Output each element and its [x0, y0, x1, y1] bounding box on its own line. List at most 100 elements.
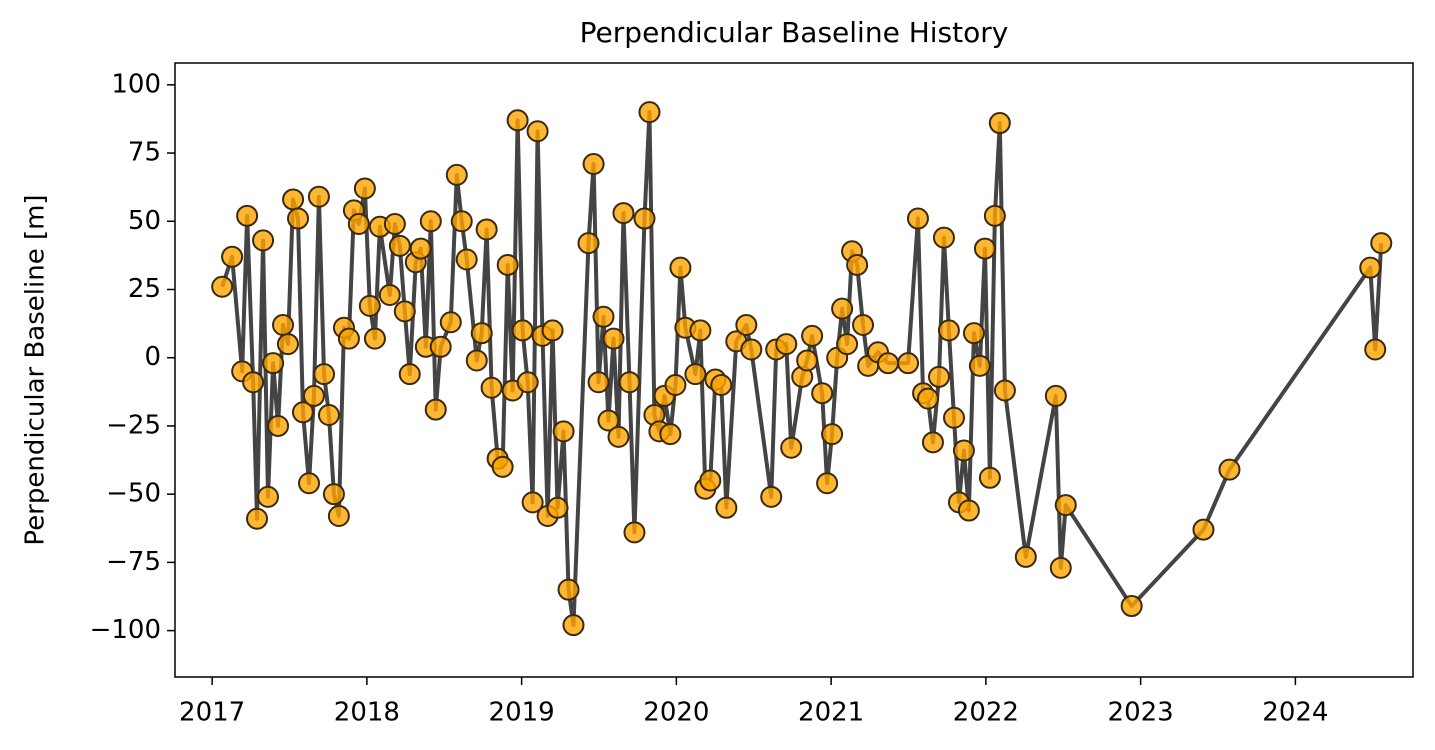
point: [932, 226, 955, 249]
point: [322, 483, 345, 506]
y-tick-label: 0: [144, 342, 161, 372]
point: [1120, 595, 1143, 618]
point: [968, 354, 991, 377]
point: [298, 472, 321, 495]
x-tick-label: 2023: [1108, 698, 1174, 728]
point: [821, 423, 844, 446]
y-tick-label: −25: [106, 410, 161, 440]
point: [317, 404, 340, 427]
y-tick-label: −100: [90, 615, 161, 645]
point: [852, 313, 875, 336]
point: [983, 204, 1006, 227]
point: [577, 232, 600, 255]
y-tick-label: 75: [128, 138, 161, 168]
point: [353, 177, 376, 200]
point: [1192, 518, 1215, 541]
point: [557, 578, 580, 601]
point: [877, 352, 900, 375]
point: [445, 163, 468, 186]
point: [993, 379, 1016, 402]
point: [287, 207, 310, 230]
line: [220, 110, 1384, 628]
point: [937, 319, 960, 342]
point: [1054, 494, 1077, 517]
point: [780, 436, 803, 459]
point: [475, 218, 498, 241]
point: [623, 521, 646, 544]
point: [836, 333, 859, 356]
chart-title: Perpendicular Baseline History: [580, 16, 1009, 49]
point: [978, 466, 1001, 489]
point: [267, 414, 290, 437]
point: [546, 496, 569, 519]
point: [1044, 384, 1067, 407]
point: [1370, 232, 1393, 255]
point: [526, 120, 549, 143]
point: [552, 420, 575, 443]
y-tick-label: −75: [106, 547, 161, 577]
x-tick-label: 2018: [334, 698, 400, 728]
point: [760, 485, 783, 508]
point: [740, 338, 763, 361]
point: [419, 210, 442, 233]
point: [928, 365, 951, 388]
point: [429, 335, 452, 358]
point: [831, 297, 854, 320]
point: [618, 371, 641, 394]
point: [592, 305, 615, 328]
point: [358, 294, 381, 317]
point: [801, 324, 824, 347]
x-tick-label: 2020: [643, 698, 709, 728]
point: [897, 352, 920, 375]
y-tick-label: 50: [128, 206, 161, 236]
point: [597, 409, 620, 432]
point: [388, 234, 411, 257]
point: [612, 202, 635, 225]
point: [276, 333, 299, 356]
point: [659, 423, 682, 446]
point: [491, 455, 514, 478]
point: [282, 188, 305, 211]
point: [957, 499, 980, 522]
x-tick-label: 2021: [798, 698, 864, 728]
point: [952, 439, 975, 462]
point: [689, 319, 712, 342]
point: [455, 248, 478, 271]
point: [1014, 545, 1037, 568]
point: [988, 112, 1011, 135]
point: [973, 237, 996, 260]
point: [587, 371, 610, 394]
point: [398, 363, 421, 386]
point: [516, 371, 539, 394]
point: [846, 253, 869, 276]
x-tick-label: 2019: [489, 698, 555, 728]
point: [378, 283, 401, 306]
point: [684, 363, 707, 386]
point: [917, 387, 940, 410]
point: [699, 469, 722, 492]
point: [1218, 458, 1241, 481]
point: [221, 245, 244, 268]
point: [327, 504, 350, 527]
point: [962, 322, 985, 345]
point: [470, 322, 493, 345]
point: [638, 101, 661, 124]
x-tick-label: 2017: [179, 698, 245, 728]
plot-frame: [174, 62, 1414, 678]
point: [541, 319, 564, 342]
point: [633, 207, 656, 230]
point: [607, 425, 630, 448]
point: [921, 431, 944, 454]
point: [602, 327, 625, 350]
y-tick-label: −50: [106, 479, 161, 509]
point: [811, 382, 834, 405]
point: [511, 319, 534, 342]
x-tick-label: 2022: [953, 698, 1019, 728]
point: [262, 352, 285, 375]
point: [480, 376, 503, 399]
y-tick-label: 100: [111, 69, 161, 99]
point: [450, 210, 473, 233]
point: [439, 311, 462, 334]
point: [1049, 556, 1072, 579]
